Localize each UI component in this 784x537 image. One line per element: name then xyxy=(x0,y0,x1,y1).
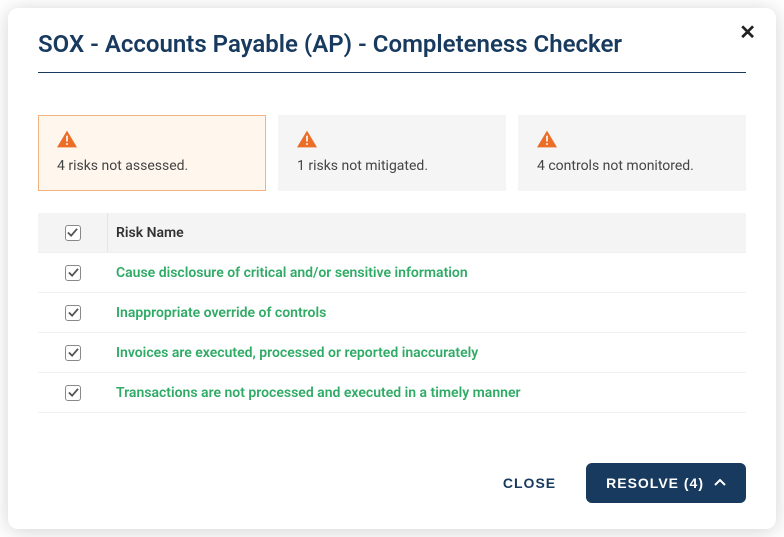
summary-cards: 4 risks not assessed. 1 risks not mitiga… xyxy=(38,115,746,191)
select-all-cell xyxy=(38,213,108,252)
warning-icon xyxy=(537,130,557,148)
close-button[interactable]: CLOSE xyxy=(497,465,562,501)
select-all-checkbox[interactable] xyxy=(65,225,81,241)
card-risks-not-mitigated[interactable]: 1 risks not mitigated. xyxy=(278,115,506,191)
table-row: Invoices are executed, processed or repo… xyxy=(38,333,746,373)
table-header-row: Risk Name xyxy=(38,213,746,253)
warning-icon xyxy=(57,130,77,148)
resolve-button-label: RESOLVE (4) xyxy=(606,475,704,491)
risk-name-link[interactable]: Invoices are executed, processed or repo… xyxy=(108,345,746,361)
card-text: 4 controls not monitored. xyxy=(537,158,727,174)
modal-title: SOX - Accounts Payable (AP) - Completene… xyxy=(38,30,746,73)
row-checkbox[interactable] xyxy=(65,265,81,281)
close-icon[interactable]: ✕ xyxy=(739,22,756,42)
card-text: 1 risks not mitigated. xyxy=(297,158,487,174)
risk-name-link[interactable]: Cause disclosure of critical and/or sens… xyxy=(108,265,746,281)
column-header-risk-name: Risk Name xyxy=(108,225,746,241)
warning-icon xyxy=(297,130,317,148)
row-checkbox[interactable] xyxy=(65,305,81,321)
card-risks-not-assessed[interactable]: 4 risks not assessed. xyxy=(38,115,266,191)
table-row: Transactions are not processed and execu… xyxy=(38,373,746,413)
row-checkbox[interactable] xyxy=(65,345,81,361)
card-controls-not-monitored[interactable]: 4 controls not monitored. xyxy=(518,115,746,191)
card-text: 4 risks not assessed. xyxy=(57,158,247,174)
table-row: Inappropriate override of controls xyxy=(38,293,746,333)
risk-name-link[interactable]: Inappropriate override of controls xyxy=(108,305,746,321)
completeness-checker-modal: ✕ SOX - Accounts Payable (AP) - Complete… xyxy=(8,8,776,529)
modal-footer: CLOSE RESOLVE (4) xyxy=(38,463,746,503)
chevron-up-icon xyxy=(714,477,726,489)
row-checkbox[interactable] xyxy=(65,385,81,401)
risks-table: Risk Name Cause disclosure of critical a… xyxy=(38,213,746,413)
table-row: Cause disclosure of critical and/or sens… xyxy=(38,253,746,293)
risk-name-link[interactable]: Transactions are not processed and execu… xyxy=(108,385,746,401)
resolve-button[interactable]: RESOLVE (4) xyxy=(586,463,746,503)
